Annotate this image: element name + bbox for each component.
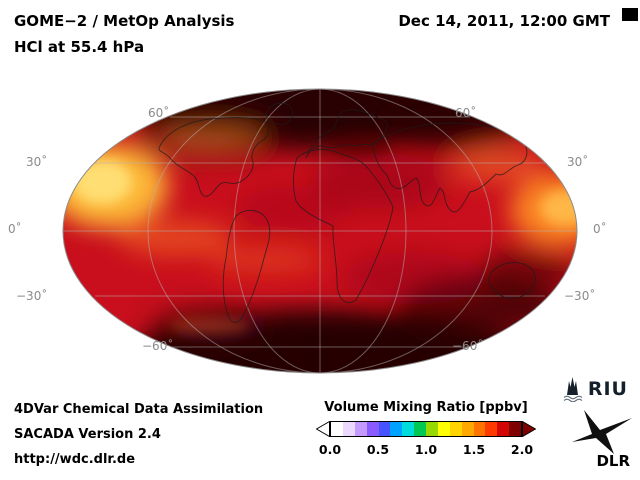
colorbar-segments (330, 421, 522, 437)
colorbar-tick-labels: 0.0 0.5 1.0 1.5 2.0 (319, 442, 533, 458)
corner-mark (622, 8, 638, 21)
colorbar-segment (437, 422, 450, 436)
lat-label-right-m60: −60˚ (452, 339, 484, 353)
colorbar-segment (473, 422, 486, 436)
world-map: 60˚ 60˚ 30˚ 30˚ 0˚ 0˚ −30˚ −30˚ −60˚ −60… (8, 86, 607, 376)
lat-label-right-0: 0˚ (593, 222, 607, 236)
footer-assimilation: 4DVar Chemical Data Assimilation (14, 402, 264, 417)
footer-url: http://wdc.dlr.de (14, 452, 136, 467)
colorbar-left-arrow-icon (316, 421, 330, 437)
lat-label-left-0: 0˚ (8, 222, 22, 236)
coastlines (158, 102, 536, 323)
colorbar-segment (485, 422, 498, 436)
riu-cathedral-icon (563, 377, 583, 402)
lat-label-left-m60: −60˚ (142, 339, 174, 353)
plot-datetime: Dec 14, 2011, 12:00 GMT (398, 12, 610, 30)
lat-label-left-m30: −30˚ (16, 289, 48, 303)
lat-label-right-30: 30˚ (567, 155, 589, 169)
colorbar-segment (449, 422, 462, 436)
lat-label-left-30: 30˚ (26, 155, 48, 169)
map-outline (62, 88, 578, 374)
colorbar-segment (461, 422, 474, 436)
graticule (63, 89, 577, 373)
colorbar-segment (331, 422, 343, 436)
colorbar-tick-20: 2.0 (510, 442, 534, 457)
colorbar-tick-10: 1.0 (414, 442, 438, 457)
colorbar-title: Volume Mixing Ratio [ppbv] (324, 400, 528, 415)
dlr-text: DLR (596, 452, 630, 470)
colorbar-segment (390, 422, 403, 436)
colorbar: Volume Mixing Ratio [ppbv] 0.0 0.5 1.0 1… (316, 400, 536, 458)
dlr-logo: DLR (566, 408, 634, 470)
dlr-emblem-icon (572, 410, 632, 454)
colorbar-tick-15: 1.5 (462, 442, 486, 457)
riu-text: RIU (587, 378, 628, 400)
colorbar-segment (342, 422, 355, 436)
riu-logo: RIU (563, 376, 628, 402)
colorbar-segment (509, 422, 521, 436)
colorbar-segment (366, 422, 379, 436)
colorbar-right-arrow-icon (522, 421, 536, 437)
lat-label-right-m30: −30˚ (564, 289, 596, 303)
lat-label-left-60: 60˚ (148, 106, 170, 120)
footer-version: SACADA Version 2.4 (14, 427, 161, 442)
plot-subtitle: HCl at 55.4 hPa (14, 38, 145, 56)
plot-title: GOME−2 / MetOp Analysis (14, 12, 235, 30)
colorbar-segment (402, 422, 415, 436)
mollweide-projection (62, 88, 578, 374)
colorbar-segment (378, 422, 391, 436)
colorbar-segment (354, 422, 367, 436)
colorbar-tick-0: 0.0 (318, 442, 342, 457)
colorbar-segment (497, 422, 510, 436)
colorbar-segment (414, 422, 426, 436)
colorbar-tick-05: 0.5 (366, 442, 390, 457)
colorbar-segment (426, 422, 438, 436)
lat-label-right-60: 60˚ (455, 106, 477, 120)
